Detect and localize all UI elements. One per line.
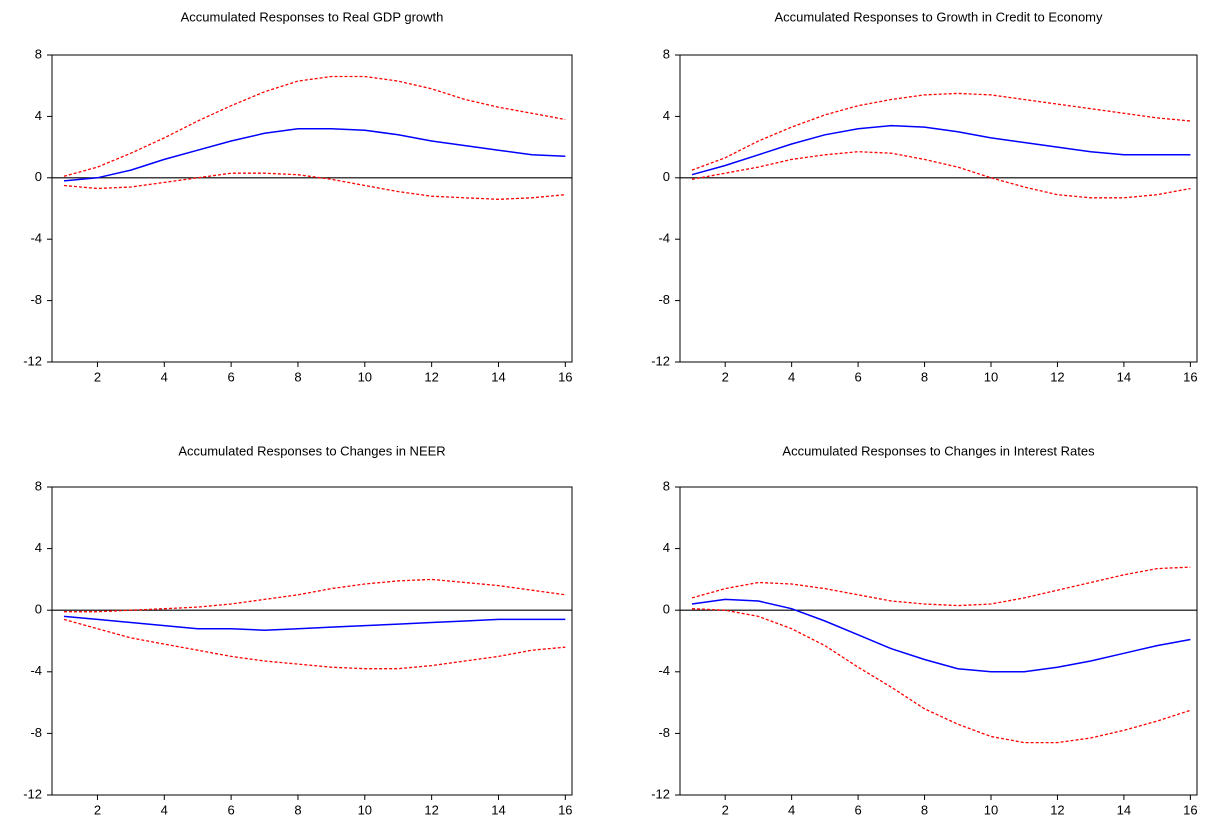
x-tick-label: 2 [94, 802, 101, 817]
x-tick-label: 8 [294, 802, 301, 817]
x-tick-label: 8 [921, 369, 928, 384]
x-tick-label: 10 [358, 802, 372, 817]
plot-frame [51, 486, 573, 796]
series-line [691, 151, 1191, 199]
x-tick-label: 16 [1183, 802, 1197, 817]
series-line [691, 124, 1191, 176]
y-tick-label: -8 [658, 292, 670, 307]
x-tick-label: 14 [1117, 802, 1131, 817]
y-tick-label: 4 [663, 108, 670, 123]
x-tick-label: 14 [1117, 369, 1131, 384]
x-tick-label: 10 [984, 369, 998, 384]
x-tick-label: 16 [558, 802, 572, 817]
chart-title: Accumulated Responses to Changes in NEER [178, 443, 445, 458]
chart-title: Accumulated Responses to Changes in Inte… [782, 443, 1095, 458]
plot-frame [679, 54, 1198, 363]
x-tick-label: 14 [491, 369, 505, 384]
series-line [63, 172, 566, 200]
series-line [63, 615, 566, 631]
y-tick-label: 8 [663, 478, 670, 493]
y-tick-label: 8 [35, 478, 42, 493]
series-line [691, 92, 1191, 171]
x-tick-label: 8 [294, 369, 301, 384]
x-tick-label: 10 [984, 802, 998, 817]
x-tick-label: 10 [358, 369, 372, 384]
y-tick-label: 4 [35, 540, 42, 555]
x-tick-label: 2 [722, 802, 729, 817]
y-tick-label: -12 [23, 353, 42, 368]
series-line [691, 608, 1191, 744]
chart-title: Accumulated Responses to Real GDP growth [181, 9, 444, 24]
plot-frame [51, 54, 573, 363]
x-tick-label: 4 [161, 802, 168, 817]
series-line [63, 127, 566, 182]
series-line [691, 598, 1191, 673]
x-tick-label: 12 [1050, 369, 1064, 384]
x-tick-label: 14 [491, 802, 505, 817]
plot-frame [679, 486, 1198, 796]
x-tick-label: 16 [1183, 369, 1197, 384]
x-tick-label: 6 [854, 369, 861, 384]
x-tick-label: 6 [228, 369, 235, 384]
y-tick-label: -12 [651, 353, 670, 368]
series-line [691, 566, 1191, 607]
y-tick-label: 8 [35, 46, 42, 61]
x-tick-label: 4 [788, 802, 795, 817]
y-tick-label: 0 [663, 169, 670, 184]
x-tick-label: 4 [161, 369, 168, 384]
chart-title: Accumulated Responses to Growth in Credi… [774, 9, 1103, 24]
y-tick-label: 4 [663, 540, 670, 555]
y-tick-label: -4 [30, 663, 42, 678]
x-tick-label: 8 [921, 802, 928, 817]
y-tick-label: 0 [35, 169, 42, 184]
x-tick-label: 12 [424, 369, 438, 384]
x-tick-label: 6 [854, 802, 861, 817]
x-tick-label: 12 [424, 802, 438, 817]
y-tick-label: -4 [658, 231, 670, 246]
y-tick-label: 4 [35, 108, 42, 123]
y-tick-label: -8 [658, 725, 670, 740]
x-tick-label: 4 [788, 369, 795, 384]
series-line [63, 618, 566, 670]
y-tick-label: 8 [663, 46, 670, 61]
series-line [63, 75, 566, 177]
y-tick-label: -4 [658, 663, 670, 678]
x-tick-label: 6 [228, 802, 235, 817]
y-tick-label: -12 [651, 786, 670, 801]
y-tick-label: -8 [30, 725, 42, 740]
y-tick-label: 0 [35, 602, 42, 617]
y-tick-label: 0 [663, 602, 670, 617]
y-tick-label: -8 [30, 292, 42, 307]
x-tick-label: 16 [558, 369, 572, 384]
series-line [64, 578, 566, 613]
x-tick-label: 2 [722, 369, 729, 384]
x-tick-label: 2 [94, 369, 101, 384]
x-tick-label: 12 [1050, 802, 1064, 817]
y-tick-label: -12 [23, 786, 42, 801]
y-tick-label: -4 [30, 231, 42, 246]
